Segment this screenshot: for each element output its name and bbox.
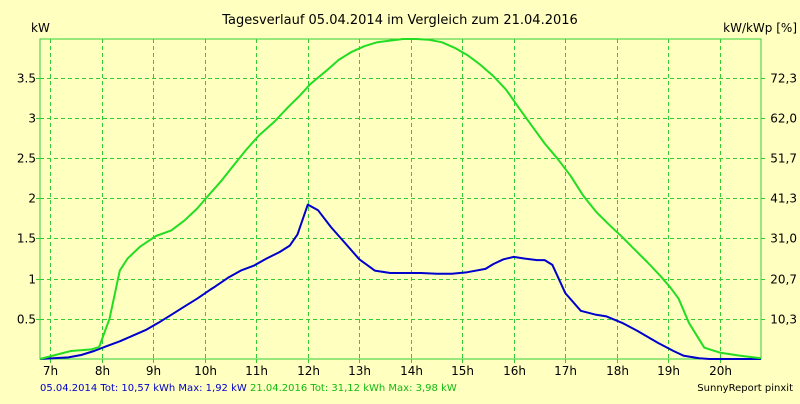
y-tick-label-right-5: 62,0	[770, 112, 797, 126]
y-tick-label-left-0: 0.5	[17, 313, 36, 327]
x-tick-label-2: 9h	[146, 364, 161, 378]
x-tick-label-9: 16h	[503, 364, 526, 378]
y-tick-label-left-3: 2	[28, 192, 36, 206]
grid-layer	[36, 38, 765, 363]
footer-series-2014-summary: 05.04.2014 Tot: 10,57 kWh Max: 1,92 kW	[40, 383, 247, 394]
x-tick-label-4: 11h	[245, 364, 268, 378]
x-tick-label-11: 18h	[606, 364, 629, 378]
x-tick-label-3: 10h	[194, 364, 217, 378]
y-tick-label-right-1: 20,7	[770, 273, 797, 287]
y-tick-label-left-1: 1	[28, 273, 36, 287]
x-tick-label-13: 20h	[709, 364, 732, 378]
x-tick-label-1: 8h	[95, 364, 110, 378]
series-line-05-04-2014	[39, 203, 761, 360]
x-tick-label-6: 13h	[348, 364, 371, 378]
x-tick-label-7: 14h	[400, 364, 423, 378]
footer-series-2016-summary: 21.04.2016 Tot: 31,12 kWh Max: 3,98 kW	[249, 383, 457, 394]
y-tick-label-left-5: 3	[28, 112, 36, 126]
y-tick-label-left-4: 2.5	[17, 152, 36, 166]
x-tick-label-8: 15h	[451, 364, 474, 378]
x-tick-label-5: 12h	[297, 364, 320, 378]
y-tick-label-right-0: 10,3	[770, 313, 797, 327]
series-line-21-04-2016	[39, 38, 762, 360]
series-layer	[39, 38, 762, 360]
x-tick-label-12: 19h	[657, 364, 680, 378]
chart-credit: SunnyReport pinxit	[697, 383, 793, 394]
x-tick-label-0: 7h	[43, 364, 58, 378]
y-axis-label-right: kW/kWp [%]	[723, 21, 797, 35]
y-tick-label-right-6: 72,3	[770, 72, 797, 86]
x-tick-label-10: 17h	[554, 364, 577, 378]
y-tick-label-left-2: 1.5	[17, 232, 36, 246]
y-axis-label-left: kW	[31, 21, 50, 35]
y-tick-label-right-4: 51,7	[770, 152, 797, 166]
chart-footer: 05.04.2014 Tot: 10,57 kWh Max: 1,92 kW 2…	[40, 383, 457, 394]
y-tick-label-right-2: 31,0	[770, 232, 797, 246]
tick-layer: 7h 8h 9h 10h 11h 12h 13h 14h 15h 16h 17h 18h 19h 20h 0…	[17, 72, 797, 379]
y-tick-label-right-3: 41,3	[770, 192, 797, 206]
y-tick-label-left-6: 3.5	[17, 72, 36, 86]
chart-title: Tagesverlauf 05.04.2014 im Vergleich zum…	[221, 13, 578, 28]
